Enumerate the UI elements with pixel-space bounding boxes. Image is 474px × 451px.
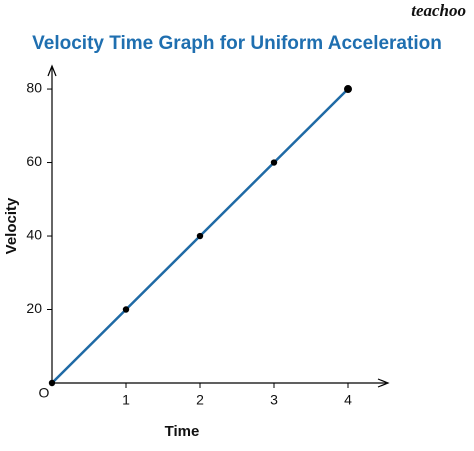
x-tick-label: 1: [122, 392, 130, 408]
point: [344, 85, 352, 94]
x-tick-label: 3: [270, 392, 278, 408]
y-tick-label: 40: [26, 227, 42, 243]
point: [48, 379, 56, 387]
y-tick-label: 80: [26, 80, 42, 96]
y-arrow: [47, 64, 57, 77]
watermark: teachoo: [411, 1, 466, 20]
point: [270, 159, 278, 166]
y-tick-label: 20: [26, 300, 42, 316]
point: [196, 232, 204, 240]
y-axis-title: Velocity: [3, 197, 20, 254]
point: [122, 306, 130, 313]
x-tick-label: 4: [344, 392, 352, 408]
x-tick-label: 2: [196, 392, 204, 408]
x-axis-title: Time: [165, 423, 200, 440]
x-arrow: [377, 378, 390, 388]
chart-title: Velocity Time Graph for Uniform Accelera…: [32, 33, 442, 54]
origin-label: O: [39, 385, 50, 401]
y-tick-label: 60: [26, 153, 42, 169]
